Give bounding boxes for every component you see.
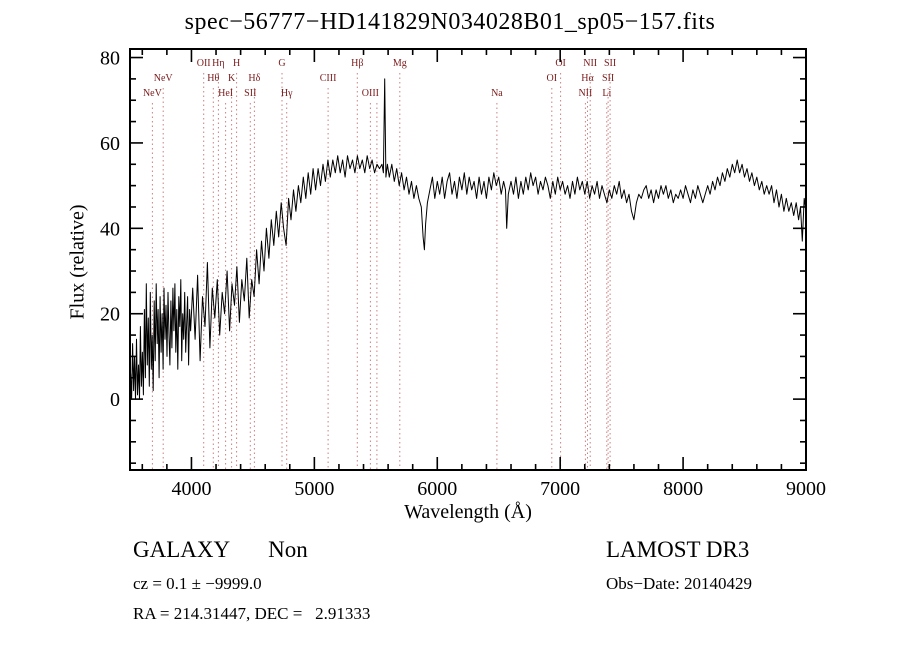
marker-label: Hδ [248, 73, 260, 84]
x-axis-title: Wavelength (Å) [404, 501, 532, 523]
marker-label: Hη [212, 58, 224, 69]
marker-label: CIII [320, 73, 337, 84]
marker-label: OIII [362, 88, 379, 99]
marker-label: Hα [581, 73, 594, 84]
marker-label: HeI [218, 88, 233, 99]
marker-label: NII [578, 88, 592, 99]
marker-label: Na [491, 88, 503, 99]
y-axis-title: Flux (relative) [66, 204, 89, 320]
y-tick-label: 40 [100, 218, 120, 240]
y-tick-label: 0 [110, 389, 120, 411]
x-tick-label: 8000 [663, 478, 703, 500]
spectrum-trace [130, 78, 807, 400]
ra-dec: RA = 214.31447, DEC = 2.91333 [133, 604, 371, 623]
object-subclass: Non [268, 537, 308, 562]
marker-label: Hθ [207, 73, 219, 84]
y-tick-label: 20 [100, 304, 120, 326]
chart-title: spec−56777−HD141829N034028B01_sp05−157.f… [184, 9, 716, 35]
marker-label: Hβ [351, 58, 363, 69]
x-tick-label: 4000 [171, 478, 211, 500]
marker-label: NeV [143, 88, 163, 99]
classification-row: GALAXY Non [133, 537, 308, 563]
object-class: GALAXY [133, 537, 231, 562]
x-tick-label: 6000 [417, 478, 457, 500]
y-tick-label: 60 [100, 133, 120, 155]
marker-label: SII [604, 58, 616, 69]
marker-label: Hγ [281, 88, 293, 99]
marker-label: K [228, 73, 236, 84]
y-tick-label: 80 [100, 48, 120, 70]
marker-label: SII [602, 73, 614, 84]
marker-label: OI [555, 58, 566, 69]
survey-label: LAMOST DR3 [606, 537, 750, 562]
marker-label: NII [583, 58, 597, 69]
marker-label: G [278, 58, 285, 69]
x-tick-label: 5000 [294, 478, 334, 500]
x-tick-label: 9000 [786, 478, 826, 500]
x-tick-label: 7000 [540, 478, 580, 500]
plot-border [129, 48, 807, 471]
marker-label: SII [244, 88, 256, 99]
marker-label: H [233, 58, 240, 69]
marker-label: OI [547, 73, 558, 84]
marker-label: OII [197, 58, 211, 69]
marker-label: NeV [154, 73, 174, 84]
line-markers: OII Hη H G Hβ Mg OI NII SII NeV Hθ K Hδ CIII OI Hα SII Ne… [143, 58, 616, 469]
obs-date: Obs−Date: 20140429 [606, 574, 753, 593]
marker-label: Mg [393, 58, 407, 69]
axis-ticks [130, 49, 807, 470]
marker-label: Li [602, 88, 611, 99]
cz-value: cz = 0.1 ± −9999.0 [133, 574, 262, 593]
